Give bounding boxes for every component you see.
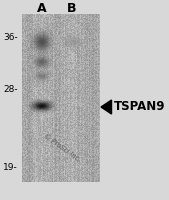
Text: 28-: 28- xyxy=(3,86,18,95)
Text: 19-: 19- xyxy=(3,164,18,172)
Text: © ProSci Inc.: © ProSci Inc. xyxy=(43,133,81,163)
Text: 36-: 36- xyxy=(3,33,18,43)
Text: B: B xyxy=(67,1,77,15)
Text: TSPAN9: TSPAN9 xyxy=(114,100,165,114)
Text: A: A xyxy=(37,1,47,15)
Polygon shape xyxy=(101,100,112,114)
